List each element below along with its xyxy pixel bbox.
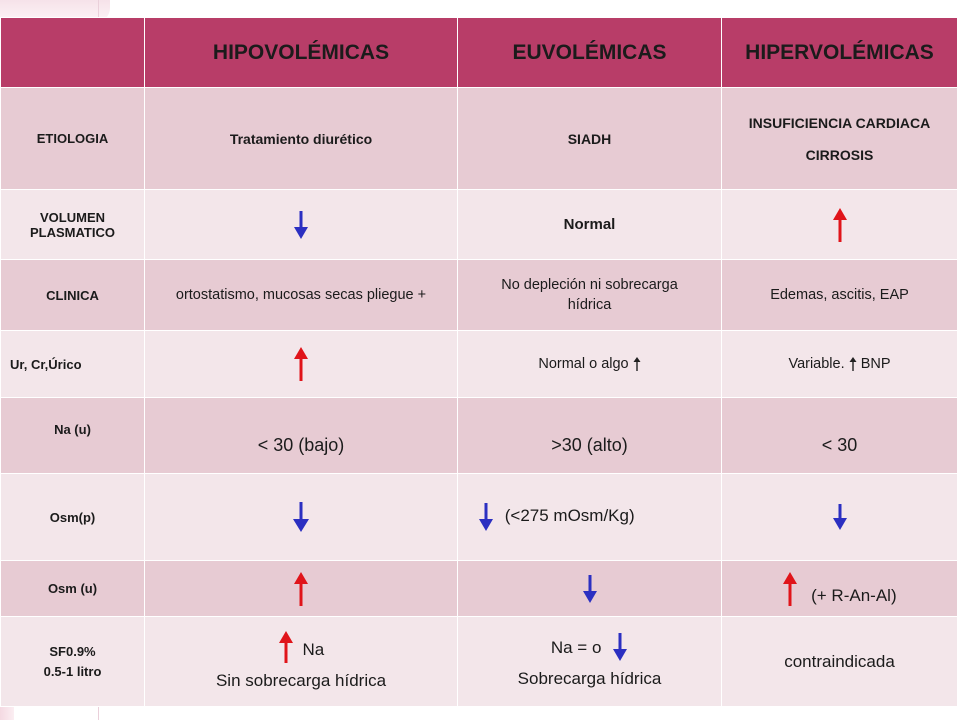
header-hipovolemicas: HIPOVOLÉMICAS xyxy=(144,17,458,88)
row-clinica: CLINICA ortostatismo, mucosas secas plie… xyxy=(0,259,958,331)
ur-eu-text: Normal o algo xyxy=(538,356,629,372)
sf-eu-top-text: Na = o xyxy=(550,637,602,657)
small-arrow-up-icon xyxy=(849,357,857,372)
etiologia-hiper-line2: CIRROSIS xyxy=(805,147,874,163)
header-row: HIPOVOLÉMICAS EUVOLÉMICAS HIPERVOLÉMICAS xyxy=(0,17,958,88)
arrow-down-icon xyxy=(292,502,310,532)
row-label-osm-u: Osm (u) xyxy=(0,560,145,617)
sf-eu: Na = o Sobrecarga hídrica xyxy=(457,616,722,707)
small-arrow-up-icon xyxy=(633,357,641,372)
etiologia-hiper: INSUFICIENCIA CARDIACA CIRROSIS xyxy=(721,87,958,190)
osm-u-hiper-text: (+ R-An-Al) xyxy=(811,585,897,605)
row-osm-p: Osm(p) (<275 mOsm/Kg) xyxy=(0,473,958,561)
etiologia-hipo: Tratamiento diurético xyxy=(144,87,458,190)
slide-decoration-top xyxy=(0,0,110,22)
sf-eu-top: Na = o xyxy=(464,632,715,661)
arrow-up-icon xyxy=(278,630,294,663)
na-u-hiper: < 30 xyxy=(721,397,958,474)
osm-p-eu: (<275 mOsm/Kg) xyxy=(457,473,722,561)
row-ur-cr-urico: Ur, Cr,Úrico Normal o algo Variable. BNP xyxy=(0,330,958,398)
row-label-sf-line1: SF0.9% xyxy=(49,643,96,659)
arrow-up-icon xyxy=(832,207,848,242)
na-u-hipo: < 30 (bajo) xyxy=(144,397,458,474)
row-label-osm-p: Osm(p) xyxy=(0,473,145,561)
arrow-up-icon xyxy=(782,571,798,606)
osm-u-hiper: (+ R-An-Al) xyxy=(721,560,958,617)
osm-p-hipo xyxy=(144,473,458,561)
arrow-down-icon xyxy=(832,504,848,530)
volumen-hipo xyxy=(144,189,458,260)
hyponatremia-classification-table: HIPOVOLÉMICAS EUVOLÉMICAS HIPERVOLÉMICAS… xyxy=(0,17,958,707)
sf-hipo-top: Na xyxy=(151,630,451,663)
arrow-down-icon xyxy=(478,503,494,531)
row-na-u: Na (u) < 30 (bajo) >30 (alto) < 30 xyxy=(0,397,958,474)
arrow-up-icon xyxy=(293,347,309,381)
ur-hiper-text: Variable. xyxy=(788,356,845,372)
sf-hipo-top-text: Na xyxy=(302,639,325,659)
ur-eu: Normal o algo xyxy=(457,330,722,398)
ur-hiper: Variable. BNP xyxy=(721,330,958,398)
clinica-hiper: Edemas, ascitis, EAP xyxy=(721,259,958,331)
sf-hiper: contraindicada xyxy=(721,616,958,707)
arrow-down-icon xyxy=(612,632,628,661)
row-label-ur: Ur, Cr,Úrico xyxy=(0,330,145,398)
row-label-sf: SF0.9% 0.5-1 litro xyxy=(0,616,145,707)
row-label-etiologia: ETIOLOGIA xyxy=(0,87,145,190)
volumen-eu: Normal xyxy=(457,189,722,260)
osm-u-eu xyxy=(457,560,722,617)
header-euvolemicas: EUVOLÉMICAS xyxy=(457,17,722,88)
ur-hiper-suffix: BNP xyxy=(860,356,891,372)
arrow-down-icon xyxy=(582,574,598,603)
row-label-volumen: VOLUMEN PLASMATICO xyxy=(0,189,145,260)
row-etiologia: ETIOLOGIA Tratamiento diurético SIADH IN… xyxy=(0,87,958,190)
clinica-hipo: ortostatismo, mucosas secas pliegue + xyxy=(144,259,458,331)
sf-eu-bottom: Sobrecarga hídrica xyxy=(517,668,662,688)
volumen-hiper xyxy=(721,189,958,260)
sf-hipo-bottom: Sin sobrecarga hídrica xyxy=(215,670,387,690)
osm-u-hipo xyxy=(144,560,458,617)
row-label-volumen-line1: VOLUMEN xyxy=(40,209,105,225)
row-sf: SF0.9% 0.5-1 litro Na Sin sobrecarga híd… xyxy=(0,616,958,707)
osm-p-eu-text: (<275 mOsm/Kg) xyxy=(504,506,635,526)
row-label-sf-line2: 0.5-1 litro xyxy=(43,663,102,679)
row-osm-u: Osm (u) (+ R-An-Al) xyxy=(0,560,958,617)
etiologia-hiper-line1: INSUFICIENCIA CARDIACA xyxy=(748,115,931,131)
ur-hipo xyxy=(144,330,458,398)
etiologia-eu: SIADH xyxy=(457,87,722,190)
arrow-up-icon xyxy=(293,571,309,606)
header-corner-cell xyxy=(0,17,145,88)
header-hipervolemicas: HIPERVOLÉMICAS xyxy=(721,17,958,88)
na-u-eu: >30 (alto) xyxy=(457,397,722,474)
clinica-eu: No depleción ni sobrecarga hídrica xyxy=(457,259,722,331)
row-label-na-u: Na (u) xyxy=(0,397,145,474)
osm-p-hiper xyxy=(721,473,958,561)
arrow-down-icon xyxy=(293,210,309,239)
row-label-volumen-line2: PLASMATICO xyxy=(30,224,115,240)
row-volumen-plasmatico: VOLUMEN PLASMATICO Normal xyxy=(0,189,958,260)
row-label-clinica: CLINICA xyxy=(0,259,145,331)
sf-hipo: Na Sin sobrecarga hídrica xyxy=(144,616,458,707)
